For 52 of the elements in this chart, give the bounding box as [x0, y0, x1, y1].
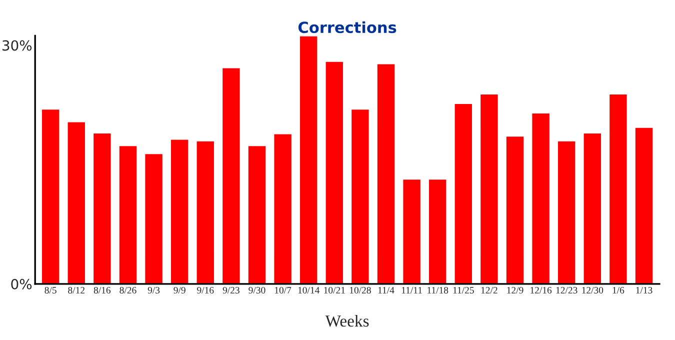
y-tick-label: 0%	[11, 278, 32, 290]
bar	[453, 102, 474, 284]
x-tick-label: 8/5	[44, 286, 56, 294]
x-tick-label: 10/28	[350, 286, 371, 294]
bar	[608, 93, 628, 284]
bar	[298, 36, 319, 284]
x-tick-label: 12/30	[582, 286, 604, 294]
x-tick-label: 9/23	[222, 286, 240, 294]
x-tick-label: 12/16	[530, 286, 552, 294]
x-axis-title: Weeks	[325, 314, 369, 327]
bar	[350, 108, 370, 284]
x-tick-label: 11/18	[428, 286, 448, 294]
bar	[221, 66, 242, 284]
x-tick-label: 8/26	[120, 286, 136, 294]
bar	[505, 135, 525, 284]
bar	[170, 138, 190, 284]
bar	[556, 140, 577, 284]
x-tick-label: 11/25	[453, 286, 474, 294]
bar	[324, 60, 344, 284]
chart-title: Corrections	[298, 21, 396, 34]
y-tick-label: 30%	[2, 40, 32, 51]
bar	[376, 62, 396, 284]
x-tick-label: 1/6	[612, 286, 624, 294]
x-tick-label: 10/21	[324, 286, 345, 294]
bar	[195, 140, 216, 284]
x-tick-label: 12/9	[507, 286, 524, 294]
bar	[92, 132, 112, 284]
bar	[530, 112, 551, 284]
bar	[272, 132, 293, 284]
x-tick-label: 9/9	[174, 286, 186, 294]
x-tick-label: 10/7	[275, 286, 292, 294]
x-tick-label: 10/14	[298, 286, 320, 294]
bar	[479, 93, 500, 284]
x-tick-label: 9/30	[248, 286, 266, 294]
bar	[144, 152, 164, 284]
bar	[66, 120, 86, 284]
x-tick-label: 9/3	[148, 286, 160, 294]
bar	[247, 144, 267, 284]
bar	[634, 126, 654, 284]
x-tick-label: 11/11	[402, 287, 422, 294]
bar	[428, 178, 448, 284]
bar	[118, 144, 138, 284]
x-tick-label: 12/2	[481, 286, 498, 294]
x-tick-label: 11/4	[378, 287, 394, 294]
x-tick-label: 1/13	[636, 286, 652, 294]
x-tick-label: 12/23	[556, 286, 578, 294]
x-tick-label: 9/16	[197, 286, 214, 294]
bar	[40, 108, 61, 284]
x-tick-label: 8/12	[68, 286, 84, 294]
x-tick-label: 8/16	[94, 286, 111, 294]
bar	[402, 178, 422, 284]
bar	[582, 132, 602, 284]
